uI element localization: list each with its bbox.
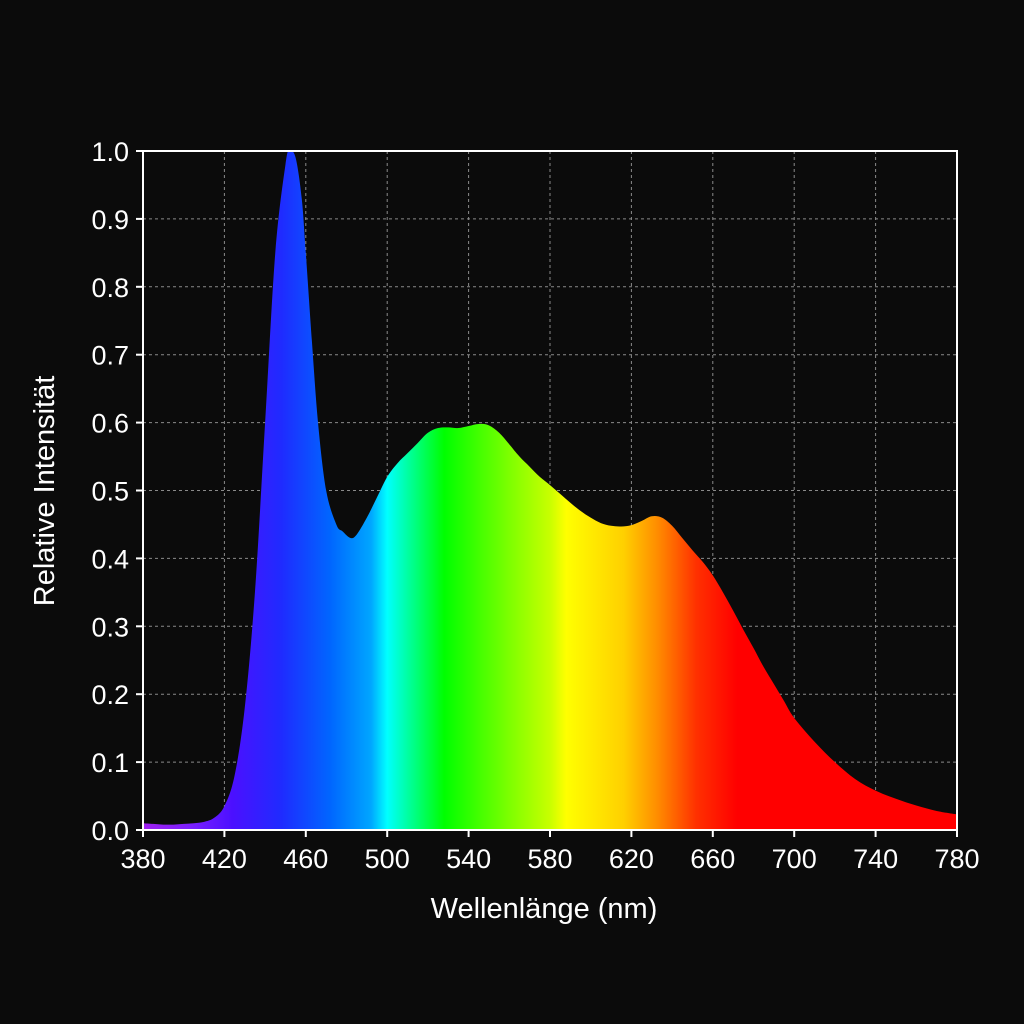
y-tick-label: 0.2	[91, 680, 129, 710]
x-tick-label: 700	[772, 844, 817, 874]
x-tick-label: 580	[527, 844, 572, 874]
y-tick-label: 0.1	[91, 748, 129, 778]
spectrum-area	[143, 150, 957, 830]
x-tick-label: 500	[365, 844, 410, 874]
y-tick-label: 0.7	[91, 341, 129, 371]
x-tick-label: 540	[446, 844, 491, 874]
x-tick-label: 780	[934, 844, 979, 874]
x-tick-label: 740	[853, 844, 898, 874]
x-tick-label: 420	[202, 844, 247, 874]
x-tick-label: 380	[120, 844, 165, 874]
y-tick-label: 0.8	[91, 273, 129, 303]
x-axis-title: Wellenlänge (nm)	[431, 893, 658, 925]
y-tick-label: 0.9	[91, 205, 129, 235]
x-tick-label: 460	[283, 844, 328, 874]
y-tick-label: 0.5	[91, 477, 129, 507]
y-axis-title: Relative Intensität	[29, 376, 61, 607]
x-tick-label: 620	[609, 844, 654, 874]
y-tick-label: 1.0	[91, 137, 129, 167]
y-tick-label: 0.3	[91, 612, 129, 642]
y-tick-label: 0.0	[91, 816, 129, 846]
y-axis-ticks: 0.0 0.1 0.2 0.3 0.4 0.5 0.6 0.7 0.8 0.9 1.0	[91, 137, 143, 846]
x-tick-label: 660	[690, 844, 735, 874]
x-axis-ticks: 380 420 460 500 540 580 620 660 700 740 780	[120, 830, 980, 874]
y-tick-label: 0.6	[91, 409, 129, 439]
y-tick-label: 0.4	[91, 544, 129, 574]
